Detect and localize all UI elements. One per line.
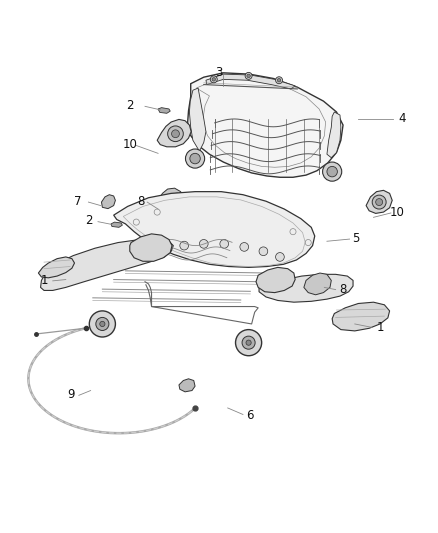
Circle shape <box>220 239 229 248</box>
Polygon shape <box>189 88 206 151</box>
Polygon shape <box>114 192 315 268</box>
Text: 2: 2 <box>126 99 134 112</box>
Text: 1: 1 <box>376 321 384 334</box>
Text: 3: 3 <box>215 66 223 79</box>
Text: 9: 9 <box>67 389 75 401</box>
Polygon shape <box>39 257 74 278</box>
Polygon shape <box>256 268 295 293</box>
Text: 8: 8 <box>339 282 347 296</box>
Polygon shape <box>327 112 341 158</box>
Polygon shape <box>158 108 170 114</box>
Circle shape <box>247 74 251 78</box>
Circle shape <box>96 318 109 330</box>
Text: 2: 2 <box>85 214 92 227</box>
Polygon shape <box>259 274 353 302</box>
Text: 1: 1 <box>41 274 49 287</box>
Text: 10: 10 <box>122 138 137 151</box>
Circle shape <box>276 77 283 84</box>
Circle shape <box>277 78 281 82</box>
Circle shape <box>259 247 268 256</box>
Circle shape <box>210 76 217 83</box>
Circle shape <box>376 199 383 206</box>
Circle shape <box>168 126 184 142</box>
Circle shape <box>172 130 180 138</box>
Circle shape <box>327 166 337 177</box>
Text: 5: 5 <box>353 232 360 245</box>
Polygon shape <box>130 234 172 261</box>
Circle shape <box>372 195 386 209</box>
Circle shape <box>162 245 171 254</box>
Circle shape <box>242 336 255 349</box>
Text: 4: 4 <box>398 112 406 125</box>
Text: 6: 6 <box>246 409 253 422</box>
Polygon shape <box>332 302 390 331</box>
Polygon shape <box>187 73 343 177</box>
Polygon shape <box>157 188 184 216</box>
Circle shape <box>240 243 249 251</box>
Circle shape <box>322 162 342 181</box>
Polygon shape <box>102 195 116 208</box>
Circle shape <box>212 78 215 81</box>
Polygon shape <box>206 74 295 89</box>
Circle shape <box>236 329 261 356</box>
Circle shape <box>180 241 188 250</box>
Text: 7: 7 <box>74 195 81 208</box>
Polygon shape <box>179 379 195 392</box>
Circle shape <box>199 239 208 248</box>
Circle shape <box>190 154 200 164</box>
Polygon shape <box>304 273 331 295</box>
Circle shape <box>245 72 252 79</box>
Polygon shape <box>41 239 173 290</box>
Circle shape <box>185 149 205 168</box>
Circle shape <box>89 311 116 337</box>
Polygon shape <box>157 119 191 147</box>
Polygon shape <box>111 222 122 228</box>
Text: 8: 8 <box>137 195 145 208</box>
Circle shape <box>276 253 284 261</box>
Text: 10: 10 <box>390 206 405 219</box>
Circle shape <box>100 321 105 327</box>
Circle shape <box>246 340 251 345</box>
Polygon shape <box>366 190 392 213</box>
